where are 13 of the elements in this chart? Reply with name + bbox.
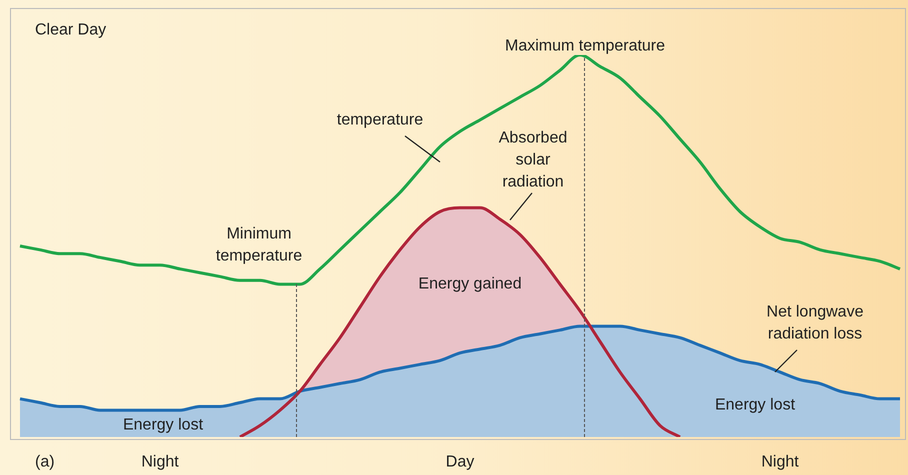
annotation: Energy lost [122, 416, 204, 434]
x-tick-label: Night [761, 453, 800, 470]
chart-title: Clear Day [35, 21, 106, 38]
series-label: Net longwave radiation loss [766, 303, 864, 342]
text: (a) [35, 453, 55, 470]
text: Maximum temperature [504, 37, 666, 54]
annotation: Energy lost [714, 396, 796, 414]
x-tick-label: Night [141, 453, 180, 470]
series-label: temperature [336, 111, 424, 128]
annotation: Energy gained [418, 275, 522, 292]
annotation: Minimum temperature [216, 226, 302, 265]
series-label: Absorbed solar radiation [498, 129, 568, 190]
x-tick-label: Day [446, 453, 474, 470]
